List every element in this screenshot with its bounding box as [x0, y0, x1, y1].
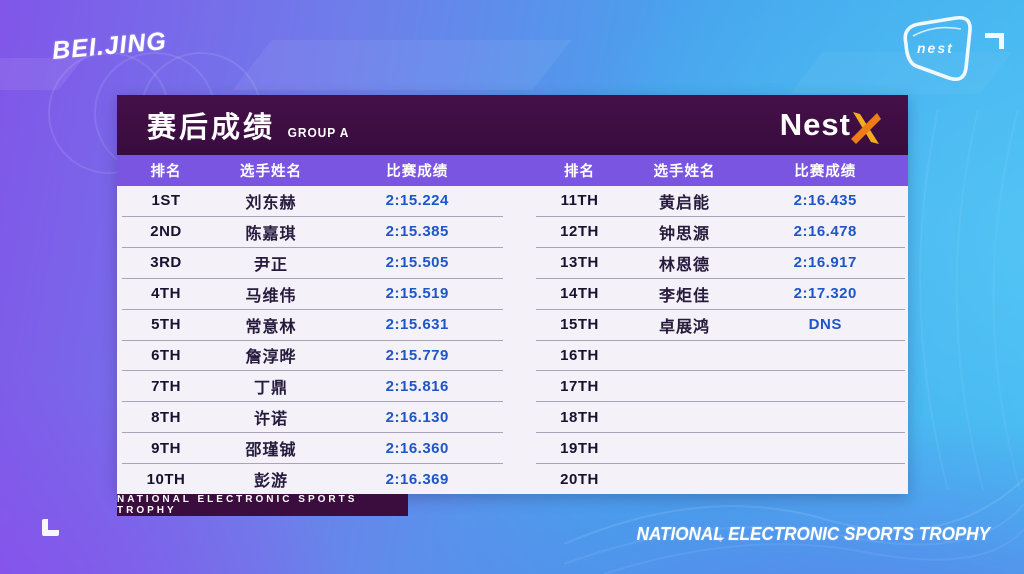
rank: 9TH [151, 439, 181, 457]
result-time: 2:16.360 [385, 439, 449, 457]
result-time: 2:15.385 [385, 223, 449, 241]
player-name: 常意林 [245, 318, 297, 336]
rank: 5TH [151, 316, 181, 334]
player-name: 刘东赫 [245, 194, 297, 212]
table-row: 2ND 陈嘉琪 2:15.385 [122, 217, 503, 248]
rank: 15TH [560, 316, 599, 334]
result-time: 2:16.435 [793, 192, 857, 210]
rank: 16TH [560, 346, 599, 364]
table-row: 10TH 彭游 2:16.369 [122, 464, 503, 494]
result-time: 2:17.320 [793, 285, 857, 303]
rank: 19TH [560, 439, 599, 457]
col-rank: 排名 [564, 164, 595, 180]
result-time: 2:16.917 [793, 254, 857, 272]
table-row: 16TH [535, 341, 905, 372]
results-table-right: 11TH 黄启能 2:16.435 12TH 钟思源 2:16.478 13TH 林恩德 2… [513, 186, 909, 494]
column-headers-right: 排名 选手姓名 比赛成绩 [513, 155, 909, 186]
table-row: 17TH [535, 371, 905, 403]
player-name: 陈嘉琪 [245, 225, 297, 243]
player-name: 尹正 [253, 256, 288, 274]
results-table-left: 1ST 刘东赫 2:15.224 2ND 陈嘉琪 2:15.385 3RD 尹正 2:15.… [117, 186, 513, 494]
wave-texture-right [919, 110, 1021, 490]
table-row: 6TH 詹淳晔 2:15.779 [122, 341, 503, 372]
rank: 8TH [151, 408, 181, 426]
player-name: 丁鼎 [253, 380, 288, 398]
nest-x-icon [851, 112, 881, 144]
results-tables: 1ST 刘东赫 2:15.224 2ND 陈嘉琪 2:15.385 3RD 尹正 2:15.… [117, 186, 908, 494]
group-label: GROUP A [287, 124, 350, 140]
rank: 3RD [150, 254, 182, 272]
result-time: 2:15.816 [385, 377, 449, 395]
player-name: 钟思源 [658, 225, 710, 243]
rank: 1ST [151, 192, 181, 210]
rank: 10TH [146, 470, 186, 488]
result-time: 2:15.519 [385, 285, 449, 303]
nest-shield-text: nest [917, 40, 954, 56]
bottom-trophy-text: NATIONAL ELECTRONIC SPORTS TROPHY [636, 524, 990, 544]
result-time: 2:16.369 [385, 470, 449, 488]
result-time: DNS [808, 316, 842, 334]
nest-shield-icon: nest [903, 15, 972, 82]
rank: 18TH [560, 408, 599, 426]
col-rank: 排名 [150, 164, 182, 180]
trophy-banner: NATIONAL ELECTRONIC SPORTS TROPHY [117, 494, 408, 516]
rank: 13TH [560, 254, 599, 272]
bg-parallelogram [232, 40, 572, 90]
player-name: 彭游 [253, 473, 288, 491]
result-time: 2:16.478 [793, 223, 857, 241]
rank: 7TH [151, 377, 181, 395]
player-name: 黄启能 [658, 194, 710, 212]
rank: 11TH [560, 192, 599, 210]
table-row: 7TH 丁鼎 2:15.816 [122, 371, 503, 403]
rank: 6TH [151, 346, 181, 364]
table-row: 3RD 尹正 2:15.505 [122, 248, 503, 279]
result-time: 2:15.631 [385, 316, 449, 334]
table-row: 14TH 李炬佳 2:17.320 [535, 279, 905, 310]
scoreboard-card: 赛后成绩 GROUP A Nest 排名 选手姓名 比赛成绩 排名 选手姓名 比… [117, 95, 908, 494]
rank: 17TH [560, 377, 599, 395]
scoreboard-header: 赛后成绩 GROUP A Nest [117, 95, 908, 155]
result-time: 2:15.505 [385, 254, 449, 272]
l-bracket-icon [42, 519, 59, 536]
col-player: 选手姓名 [240, 164, 302, 180]
plus-decoration: + [716, 530, 725, 547]
player-name: 卓展鸿 [658, 318, 710, 336]
result-time: 2:15.779 [385, 346, 449, 364]
player-name: 林恩德 [658, 256, 710, 274]
result-time: 2:15.224 [385, 192, 449, 210]
table-row: 4TH 马维伟 2:15.519 [122, 279, 503, 310]
page-title: 赛后成绩 [147, 112, 276, 144]
table-row: 19TH [535, 433, 905, 465]
corner-bracket-icon [985, 33, 1004, 49]
table-row: 12TH 钟思源 2:16.478 [535, 217, 905, 248]
player-name: 邵瑾铖 [245, 442, 297, 460]
rank: 20TH [560, 470, 599, 488]
col-result: 比赛成绩 [386, 164, 449, 180]
column-headers-left: 排名 选手姓名 比赛成绩 [117, 155, 513, 186]
table-row: 18TH [535, 402, 905, 434]
rank: 2ND [150, 223, 182, 241]
column-header-bar: 排名 选手姓名 比赛成绩 排名 选手姓名 比赛成绩 [117, 155, 908, 186]
result-time: 2:16.130 [385, 408, 449, 426]
table-row: 5TH 常意林 2:15.631 [122, 310, 503, 341]
player-name: 许诺 [253, 411, 288, 429]
rank: 12TH [560, 223, 599, 241]
player-name: 詹淳晔 [245, 349, 297, 367]
table-row: 11TH 黄启能 2:16.435 [535, 186, 905, 217]
table-row: 8TH 许诺 2:16.130 [122, 402, 503, 434]
rank: 4TH [151, 285, 181, 303]
player-name: 马维伟 [245, 287, 297, 305]
table-row: 13TH 林恩德 2:16.917 [535, 248, 905, 279]
col-player: 选手姓名 [653, 164, 716, 180]
table-row: 1ST 刘东赫 2:15.224 [122, 186, 503, 217]
rank: 14TH [560, 285, 599, 303]
player-name: 李炬佳 [658, 287, 710, 305]
table-row: 20TH [536, 464, 906, 494]
table-row: 15TH 卓展鸿 DNS [535, 310, 905, 341]
table-row: 9TH 邵瑾铖 2:16.360 [122, 433, 503, 465]
nest-wordmark: Nest [780, 104, 882, 146]
col-result: 比赛成绩 [794, 164, 857, 180]
